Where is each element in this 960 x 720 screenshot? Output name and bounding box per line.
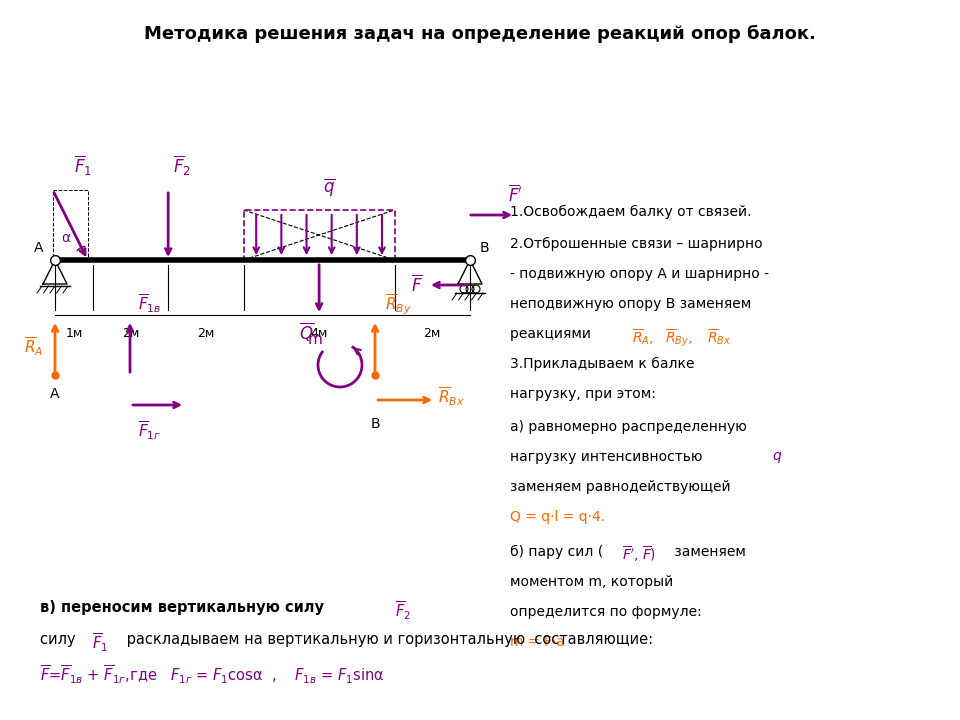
Text: $\overline{R}_A$: $\overline{R}_A$ <box>24 336 43 359</box>
Text: $\overline{q}$: $\overline{q}$ <box>323 176 335 198</box>
Text: 4м: 4м <box>310 327 327 340</box>
Text: нагрузку интенсивностью: нагрузку интенсивностью <box>510 450 707 464</box>
Text: $\overline{F}_{1г}$: $\overline{F}_{1г}$ <box>138 420 161 443</box>
Text: $\overline{F}'$: $\overline{F}'$ <box>508 184 522 205</box>
Text: A: A <box>50 387 60 401</box>
Text: реакциями: реакциями <box>510 327 595 341</box>
Text: нагрузку, при этом:: нагрузку, при этом: <box>510 387 656 401</box>
Text: α: α <box>61 231 70 245</box>
Text: $\overline{F}_1$: $\overline{F}_1$ <box>92 632 108 654</box>
Text: Q = q·l = q·4.: Q = q·l = q·4. <box>510 510 605 524</box>
Text: B: B <box>371 417 380 431</box>
Text: $\overline{F}_{1в}$: $\overline{F}_{1в}$ <box>138 292 161 315</box>
Text: $\overline{F}$: $\overline{F}$ <box>411 274 423 295</box>
Text: $q$: $q$ <box>772 450 782 465</box>
Text: A: A <box>34 241 43 255</box>
Text: определится по формуле:: определится по формуле: <box>510 605 702 619</box>
Text: моментом m, который: моментом m, который <box>510 575 673 589</box>
Text: $\overline{R}_{Bx}$: $\overline{R}_{Bx}$ <box>438 386 465 408</box>
Text: неподвижную опору В заменяем: неподвижную опору В заменяем <box>510 297 752 311</box>
Text: 3.Прикладываем к балке: 3.Прикладываем к балке <box>510 357 694 371</box>
Text: $\overline{F}'$, $\overline{F}$): $\overline{F}'$, $\overline{F}$) <box>622 545 657 564</box>
Text: $\overline{F}_1$: $\overline{F}_1$ <box>74 154 92 178</box>
Text: 2м: 2м <box>423 327 441 340</box>
Text: раскладываем на вертикальную и горизонтальную  составляющие:: раскладываем на вертикальную и горизонта… <box>122 632 653 647</box>
Text: 2м: 2м <box>122 327 139 340</box>
Text: $\overline{F}_2$: $\overline{F}_2$ <box>173 154 191 178</box>
Text: заменяем: заменяем <box>670 545 746 559</box>
Text: силу: силу <box>40 632 81 647</box>
Text: 2м: 2м <box>197 327 215 340</box>
Text: $\overline{F}_2$: $\overline{F}_2$ <box>395 600 411 622</box>
Text: B: B <box>480 241 490 255</box>
Text: - подвижную опору А и шарнирно -: - подвижную опору А и шарнирно - <box>510 267 769 281</box>
Text: m = F·a: m = F·a <box>510 635 564 649</box>
Text: Методика решения задач на определение реакций опор балок.: Методика решения задач на определение ре… <box>144 25 816 43</box>
Text: 1.Освобождаем балку от связей.: 1.Освобождаем балку от связей. <box>510 205 752 219</box>
Text: $\overline{R}_{Bx}$: $\overline{R}_{Bx}$ <box>707 327 732 347</box>
Text: заменяем равнодействующей: заменяем равнодействующей <box>510 480 731 494</box>
Text: $\overline{R}_A$,: $\overline{R}_A$, <box>632 327 654 347</box>
Text: б) пару сил (: б) пару сил ( <box>510 545 603 559</box>
Text: а) равномерно распределенную: а) равномерно распределенную <box>510 420 747 434</box>
Text: 1м: 1м <box>65 327 83 340</box>
Text: $\overline{R}_{By}$,: $\overline{R}_{By}$, <box>665 327 692 348</box>
Text: $\overline{F}$=$\overline{F}_{1в}$ + $\overline{F}_{1г}$,где   $F_{1г}$ = $F_1$c: $\overline{F}$=$\overline{F}_{1в}$ + $\o… <box>40 664 385 686</box>
Text: $\overline{Q}$: $\overline{Q}$ <box>299 320 314 343</box>
Text: $\overline{R}_{By}$: $\overline{R}_{By}$ <box>385 292 412 317</box>
Text: 2.Отброшенные связи – шарнирно: 2.Отброшенные связи – шарнирно <box>510 237 762 251</box>
Text: m: m <box>307 333 323 348</box>
Text: в) переносим вертикальную силу: в) переносим вертикальную силу <box>40 600 329 615</box>
